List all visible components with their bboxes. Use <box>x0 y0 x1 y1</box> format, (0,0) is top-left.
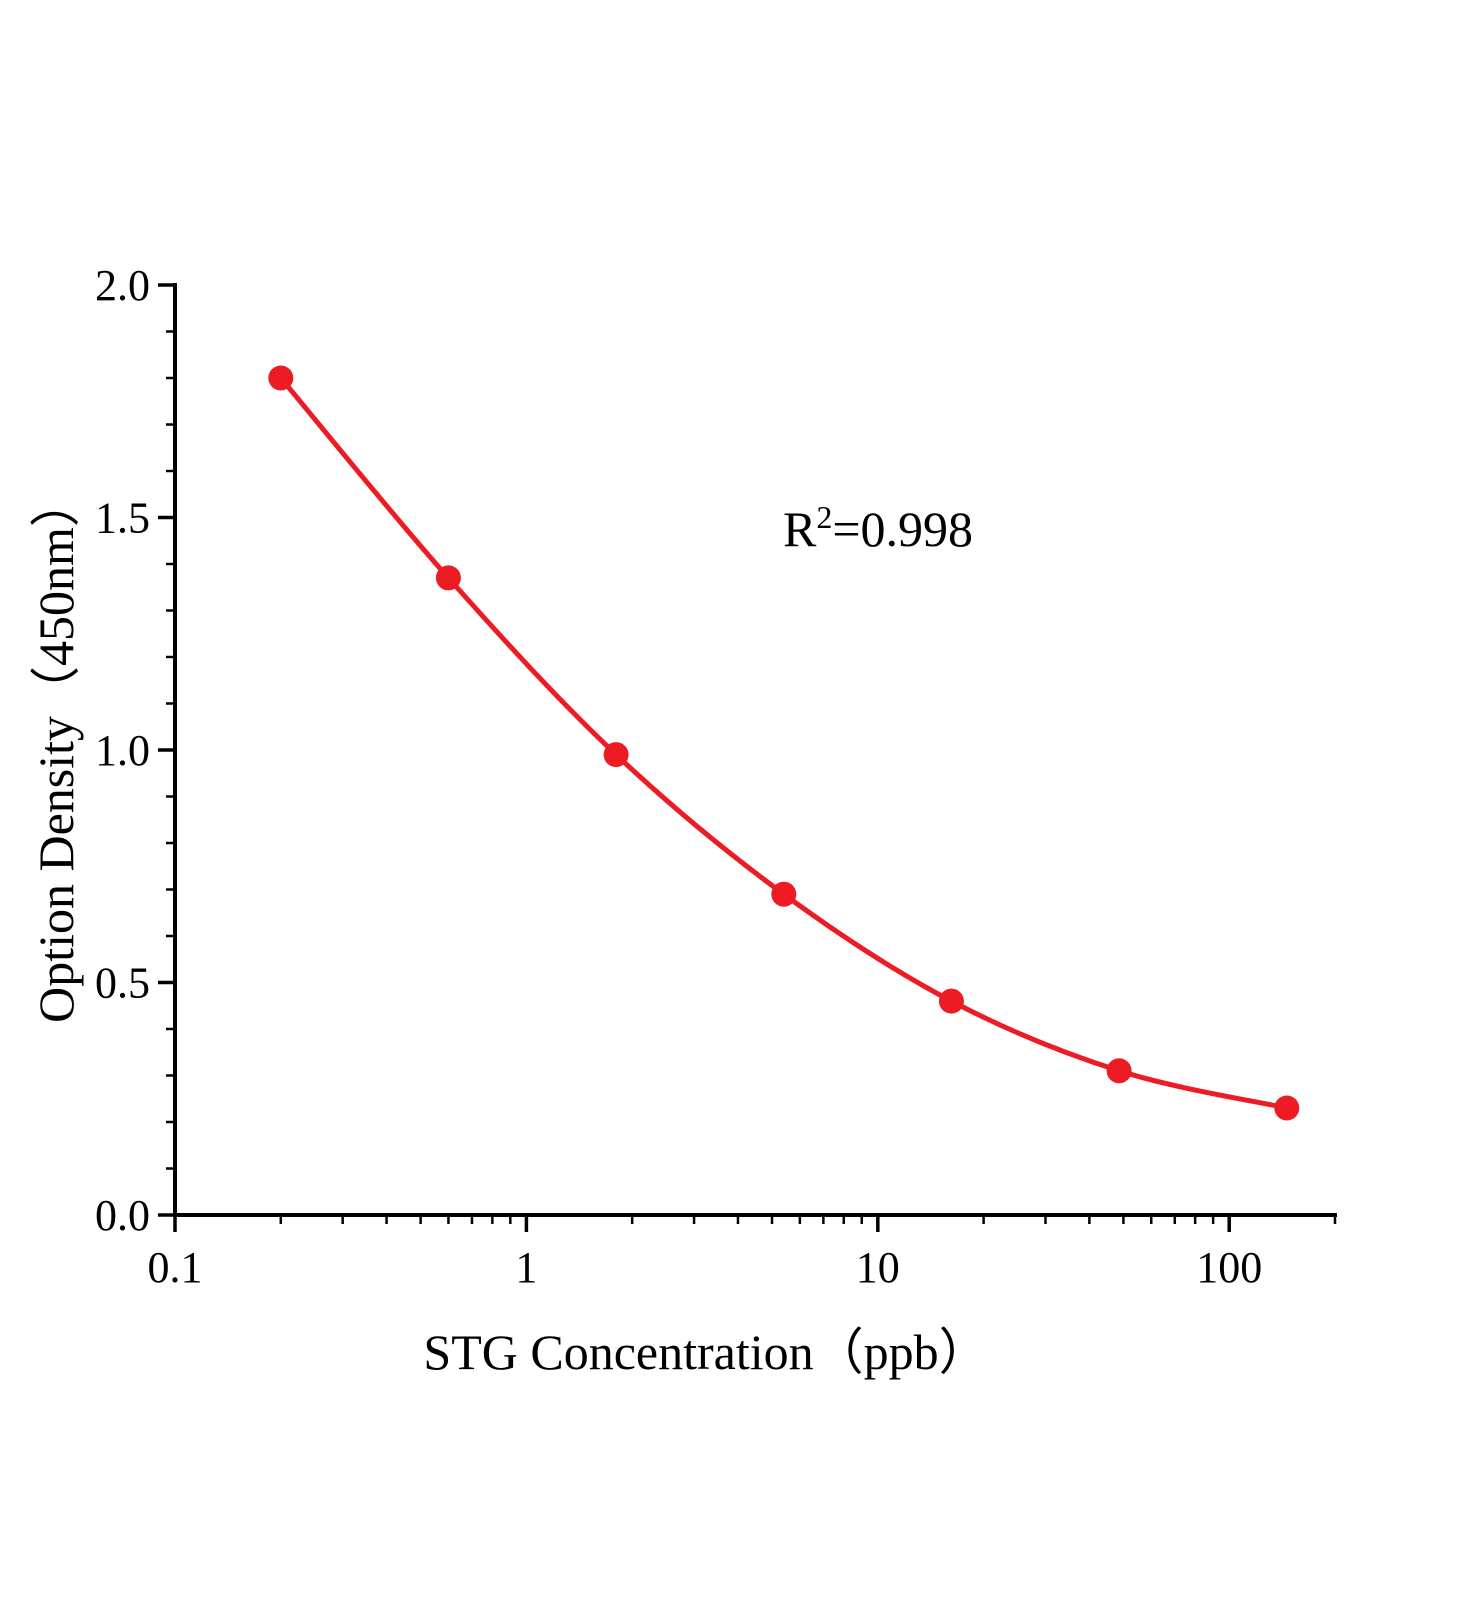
y-tick-label: 0.5 <box>95 959 150 1008</box>
y-tick-label: 2.0 <box>95 261 150 310</box>
data-point-marker <box>1106 1058 1132 1084</box>
y-tick-label: 0.0 <box>95 1191 150 1240</box>
data-point-marker <box>938 988 964 1014</box>
x-tick-label: 0.1 <box>148 1243 203 1292</box>
x-tick-label: 1 <box>515 1243 537 1292</box>
r-squared-base: R <box>783 501 817 557</box>
axis-lines <box>173 283 1337 1217</box>
r-squared-value: =0.998 <box>832 501 974 557</box>
standard-curve-line <box>278 376 1288 1111</box>
x-axis-title: STG Concentration（ppb） <box>423 1324 989 1380</box>
r-squared-annotation: R2=0.998 <box>783 500 973 558</box>
data-point-marker <box>771 881 797 907</box>
data-point-marker <box>1274 1095 1300 1121</box>
x-tick-label: 100 <box>1196 1243 1262 1292</box>
data-point-marker <box>268 365 294 391</box>
y-tick-label: 1.5 <box>95 494 150 543</box>
r-squared-exponent: 2 <box>816 499 833 535</box>
y-tick-label: 1.0 <box>95 726 150 775</box>
data-point-marker <box>603 742 629 768</box>
x-tick-label: 10 <box>856 1243 900 1292</box>
data-point-marker <box>435 565 461 591</box>
y-axis-title: Option Density（450nm） <box>28 477 84 1023</box>
